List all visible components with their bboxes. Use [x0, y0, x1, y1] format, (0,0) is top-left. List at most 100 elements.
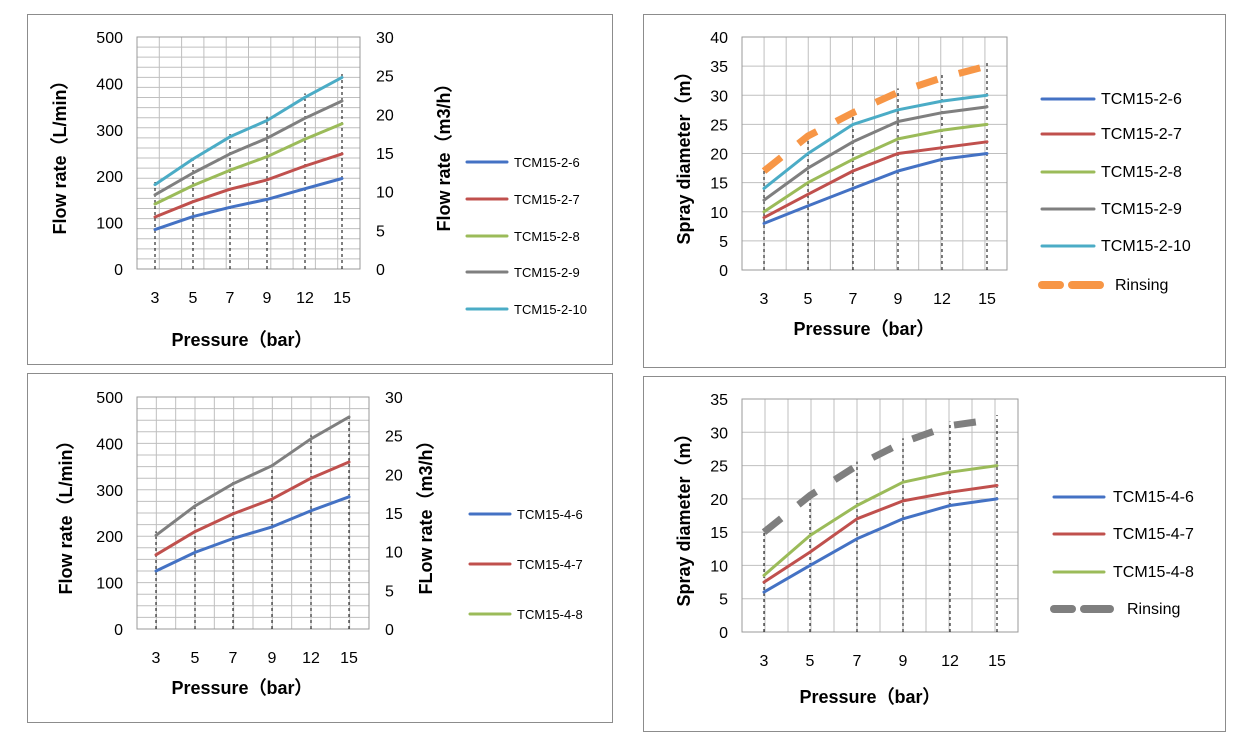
- y-tick-label: 25: [710, 117, 728, 134]
- y-tick-label: 0: [719, 625, 728, 642]
- y-tick-label: 25: [710, 459, 728, 476]
- x-tick-label: 12: [296, 290, 314, 307]
- legend-label: Rinsing: [1127, 601, 1180, 618]
- y2-tick-label: 25: [376, 69, 394, 86]
- gridlines: [136, 36, 361, 270]
- x-tick-label: 7: [849, 291, 858, 308]
- legend-label: TCM15-2-9: [514, 265, 580, 280]
- series-line-tcm15-4-8: [762, 464, 999, 577]
- y-tick-label: 100: [96, 576, 123, 593]
- x-tick-label: 12: [302, 650, 320, 667]
- y-tick-label: 0: [719, 263, 728, 280]
- x-tick-label: 15: [340, 650, 358, 667]
- series-line-tcm15-2-6: [153, 177, 344, 232]
- y-tick-label: 30: [710, 425, 728, 442]
- x-tick-label: 3: [760, 653, 769, 670]
- x-axis-title: Pressure（bar）: [793, 319, 934, 339]
- x-tick-label: 9: [263, 290, 272, 307]
- y-tick-label: 500: [96, 390, 123, 407]
- series-line-tcm15-4-8: [154, 415, 351, 537]
- series-line-tcm15-2-6: [762, 152, 989, 225]
- y-tick-label: 0: [114, 262, 123, 279]
- series-line-tcm15-4-7: [154, 460, 351, 557]
- y2-tick-label: 20: [385, 467, 403, 484]
- y-tick-label: 200: [96, 169, 123, 186]
- x-tick-label: 9: [894, 291, 903, 308]
- y-tick-label: 15: [710, 525, 728, 542]
- y-tick-label: 20: [710, 492, 728, 509]
- series-line-tcm15-2-9: [762, 105, 989, 202]
- legend-label: TCM15-4-8: [1113, 564, 1194, 581]
- x-axis-title: Pressure（bar）: [171, 678, 312, 698]
- series-line-tcm15-4-6: [154, 495, 351, 573]
- y2-tick-label: 5: [385, 583, 394, 600]
- y-tick-label: 30: [710, 88, 728, 105]
- x-axis-title: Pressure（bar）: [799, 687, 940, 707]
- y2-tick-label: 20: [376, 107, 394, 124]
- y-tick-label: 5: [719, 234, 728, 251]
- spray-diameter-chart-4-panel: [643, 376, 1226, 732]
- spray-diameter-chart-2-panel: [643, 14, 1226, 368]
- y-tick-label: 400: [96, 436, 123, 453]
- series-line-tcm15-2-8: [153, 122, 344, 206]
- y2-tick-label: 5: [376, 223, 385, 240]
- y-tick-label: 300: [96, 123, 123, 140]
- x-tick-label: 5: [804, 291, 813, 308]
- y-tick-label: 10: [710, 558, 728, 575]
- x-tick-label: 3: [152, 650, 161, 667]
- y2-tick-label: 10: [385, 545, 403, 562]
- legend-label: TCM15-2-9: [1101, 201, 1182, 218]
- x-tick-label: 12: [941, 653, 959, 670]
- plot-area-border: [741, 398, 1019, 633]
- y2-axis-title: Flow rate（m3/h）: [434, 74, 454, 231]
- y-axis-title: Spray diameter（m）: [674, 424, 694, 606]
- series-line-rinsing: [761, 62, 988, 174]
- y-tick-label: 20: [710, 147, 728, 164]
- y2-tick-label: 25: [385, 429, 403, 446]
- x-axis-title: Pressure（bar）: [171, 330, 312, 350]
- x-tick-label: 5: [189, 290, 198, 307]
- legend-label: Rinsing: [1115, 277, 1168, 294]
- y-tick-label: 400: [96, 76, 123, 93]
- y-tick-label: 0: [114, 622, 123, 639]
- y2-tick-label: 30: [385, 390, 403, 407]
- legend: TCM15-2-6 TCM15-2-7 TCM15-2-8 TCM15-2-9 TCM1…: [465, 155, 587, 317]
- y2-tick-label: 15: [376, 146, 394, 163]
- legend-label: TCM15-2-7: [1101, 126, 1182, 143]
- x-tick-label: 5: [806, 653, 815, 670]
- y2-tick-label: 15: [385, 506, 403, 523]
- legend-label: TCM15-2-10: [514, 302, 587, 317]
- y2-tick-label: 30: [376, 30, 394, 47]
- x-tick-label: 9: [899, 653, 908, 670]
- series-line-tcm15-2-10: [762, 93, 989, 190]
- legend-label: TCM15-2-10: [1101, 238, 1191, 255]
- y-tick-label: 15: [710, 176, 728, 193]
- y-tick-label: 35: [710, 59, 728, 76]
- x-tick-label: 3: [760, 291, 769, 308]
- series-line-tcm15-2-7: [153, 152, 344, 219]
- series-line-tcm15-4-6: [762, 497, 999, 594]
- legend: TCM15-4-6 TCM15-4-7 TCM15-4-8 Rinsing: [1050, 489, 1194, 618]
- y-axis-title: Flow rate（L/min）: [50, 71, 70, 234]
- gridlines: [136, 396, 370, 630]
- x-tick-label: 7: [853, 653, 862, 670]
- plot-area-border: [136, 36, 361, 270]
- flow-rate-chart-2-panel: [27, 14, 613, 365]
- legend-label: TCM15-4-6: [517, 507, 583, 522]
- series-line-tcm15-4-7: [762, 484, 999, 584]
- y-tick-label: 40: [710, 30, 728, 47]
- legend-label: TCM15-4-6: [1113, 489, 1194, 506]
- legend-label: TCM15-4-7: [1113, 526, 1194, 543]
- x-tick-label: 12: [933, 291, 951, 308]
- legend: TCM15-2-6 TCM15-2-7 TCM15-2-8 TCM15-2-9 TCM1…: [1038, 91, 1191, 294]
- x-tick-label: 7: [226, 290, 235, 307]
- legend-label: TCM15-2-6: [1101, 91, 1182, 108]
- y-tick-label: 10: [710, 205, 728, 222]
- y2-tick-label: 0: [376, 262, 385, 279]
- y-tick-label: 100: [96, 216, 123, 233]
